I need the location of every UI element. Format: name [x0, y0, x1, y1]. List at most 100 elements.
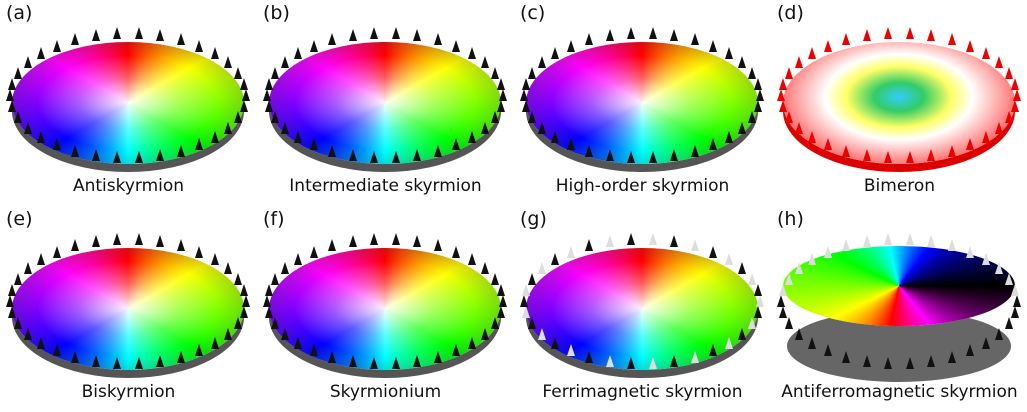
spin-arrow: [527, 111, 536, 124]
spin-arrow: [413, 235, 422, 248]
spin-arrow: [328, 350, 337, 363]
spin-arrow: [176, 350, 185, 363]
spin-arrow: [627, 27, 636, 40]
spin-arrow: [738, 121, 747, 134]
spin-arrow: [23, 327, 32, 340]
spin-arrow: [648, 150, 657, 163]
spin-arrow: [265, 100, 273, 113]
spin-arrow: [156, 354, 165, 367]
panel-label: (f): [263, 208, 285, 230]
spin-arrow: [884, 150, 893, 163]
spin-arrow: [748, 317, 757, 330]
spin-arrow: [566, 138, 575, 151]
spin-arrow: [585, 144, 594, 157]
spin-arrow: [370, 27, 379, 40]
spin-arrow: [293, 47, 302, 60]
spin-arrow: [224, 327, 233, 340]
spin-disk: [526, 42, 758, 164]
spin-arrow: [242, 295, 250, 307]
spin-arrow: [537, 121, 546, 134]
spin-arrow: [550, 130, 559, 143]
spin-disk: [269, 42, 501, 164]
spin-arrow: [496, 306, 505, 319]
spin-arrow: [36, 47, 45, 60]
spin-arrow: [527, 66, 536, 79]
spin-arrow: [156, 235, 165, 248]
spin-arrow: [627, 150, 636, 163]
spin-arrow: [522, 283, 530, 296]
spin-arrow: [309, 344, 318, 357]
spin-arrow: [690, 239, 699, 252]
spin-arrow: [605, 29, 614, 42]
spin-arrow: [370, 150, 379, 163]
spin-arrow: [52, 138, 61, 151]
spin-arrow: [270, 111, 279, 124]
spin-arrow: [113, 150, 122, 163]
spin-arrow: [823, 39, 832, 52]
spin-arrow: [6, 89, 14, 101]
spin-arrow: [1010, 100, 1019, 113]
spin-arrow: [862, 235, 871, 248]
spin-arrow: [13, 66, 22, 79]
spin-arrow: [1013, 89, 1021, 101]
spin-arrow: [605, 235, 614, 248]
spin-arrow: [293, 253, 302, 266]
panel-caption: Skyrmionium: [329, 382, 442, 402]
spin-arrow: [52, 245, 61, 258]
spin-arrow: [690, 33, 699, 46]
spin-arrow: [709, 138, 718, 151]
spin-arrow: [280, 121, 289, 134]
panel-caption: High-order skyrmion: [555, 176, 730, 196]
spin-arrow: [91, 148, 100, 161]
spin-arrow: [270, 66, 279, 79]
spin-arrow: [134, 150, 143, 163]
spin-arrow: [263, 89, 271, 101]
panel-label: (c): [520, 2, 546, 24]
spin-arrow: [520, 89, 528, 101]
spin-arrow: [309, 39, 318, 52]
spin-arrow: [585, 350, 594, 363]
spin-arrow: [690, 144, 699, 157]
panel: (a) Antiskyrmion: [0, 0, 257, 206]
spin-arrow: [195, 245, 204, 258]
spin-arrow: [370, 356, 379, 369]
panel-label: (b): [263, 2, 290, 24]
spin-arrow: [748, 272, 757, 285]
spin-arrow: [176, 239, 185, 252]
spin-arrow: [452, 344, 461, 357]
spin-arrow: [927, 148, 936, 161]
spin-arrow: [779, 100, 787, 113]
spin-arrow: [91, 235, 100, 248]
spin-arrow: [234, 317, 243, 330]
spin-arrow: [648, 233, 657, 246]
spin-arrow: [982, 253, 991, 266]
spin-arrow: [280, 262, 289, 275]
spin-arrow: [995, 262, 1004, 275]
spin-arrow: [748, 66, 757, 79]
spin-arrow: [8, 283, 16, 296]
spin-arrow: [468, 253, 477, 266]
spin-arrow: [224, 56, 233, 69]
spin-arrow: [709, 344, 718, 357]
spin-arrow: [242, 89, 250, 101]
spin-arrow: [328, 144, 337, 157]
spin-arrow: [433, 33, 442, 46]
spin-arrow: [905, 233, 914, 246]
spin-arrow: [433, 144, 442, 157]
spin-arrow: [156, 29, 165, 42]
spin-arrow: [13, 317, 22, 330]
spin-arrow: [265, 77, 273, 90]
spin-arrow: [725, 336, 734, 349]
spin-arrow: [905, 27, 914, 40]
spin-arrow: [966, 344, 975, 357]
spin-arrow: [8, 306, 16, 319]
spin-arrow: [794, 327, 803, 340]
panel-label: (a): [6, 2, 33, 24]
spin-arrow: [862, 148, 871, 161]
spin-arrow: [756, 89, 764, 101]
spin-arrow: [71, 350, 80, 363]
spin-arrow: [195, 39, 204, 52]
spin-arrow: [328, 239, 337, 252]
spin-arrow: [1013, 295, 1021, 307]
spin-arrow: [725, 253, 734, 266]
